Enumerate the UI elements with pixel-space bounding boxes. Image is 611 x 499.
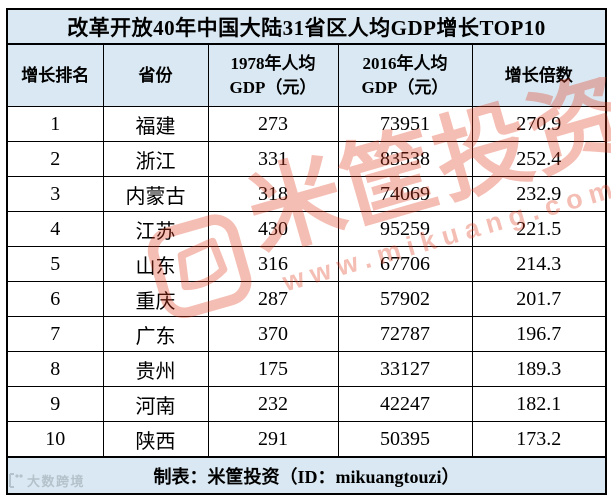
- gdp-2016-cell: 72787: [337, 316, 473, 352]
- gdp-2016-cell: 67706: [337, 246, 473, 282]
- rank-cell: 5: [6, 246, 104, 282]
- gdp-1978-cell: 232: [207, 386, 339, 422]
- rank-cell: 8: [6, 351, 104, 387]
- gdp-1978-cell: 291: [207, 421, 339, 458]
- province-cell: 重庆: [102, 281, 209, 317]
- rank-cell: 4: [6, 211, 104, 247]
- column-header: 增长排名: [6, 43, 104, 107]
- table-row: 9 河南 232 42247 182.1: [6, 386, 607, 422]
- table-row: 10 陕西 291 50395 173.2: [6, 421, 607, 458]
- gdp-1978-cell: 287: [207, 281, 339, 317]
- growth-multiple-cell: 173.2: [471, 421, 607, 458]
- province-cell: 福建: [102, 106, 209, 142]
- gdp-2016-cell: 74069: [337, 176, 473, 212]
- table-row: 3 内蒙古 318 74069 232.9: [6, 176, 607, 212]
- province-cell: 山东: [102, 246, 209, 282]
- province-cell: 江苏: [102, 211, 209, 247]
- province-cell: 陕西: [102, 421, 209, 458]
- gdp-1978-cell: 331: [207, 141, 339, 177]
- rank-cell: 1: [6, 106, 104, 142]
- gdp-growth-table: 改革开放40年中国大陆31省区人均GDP增长TOP10 增长排名 省份 1978年人…: [6, 8, 607, 495]
- gdp-1978-cell: 316: [207, 246, 339, 282]
- gdp-2016-cell: 42247: [337, 386, 473, 422]
- growth-multiple-cell: 214.3: [471, 246, 607, 282]
- growth-multiple-cell: 182.1: [471, 386, 607, 422]
- table-row: 6 重庆 287 57902 201.7: [6, 281, 607, 317]
- rank-cell: 2: [6, 141, 104, 177]
- table-row: 7 广东 370 72787 196.7: [6, 316, 607, 352]
- gdp-1978-cell: 370: [207, 316, 339, 352]
- footer-row: 制表：米筐投资（ID：mikuangtouzi）: [6, 456, 607, 495]
- column-header: 2016年人均 GDP（元）: [337, 43, 473, 107]
- gdp-1978-cell: 430: [207, 211, 339, 247]
- growth-multiple-cell: 270.9: [471, 106, 607, 142]
- column-header: 增长倍数: [471, 43, 607, 107]
- growth-multiple-cell: 221.5: [471, 211, 607, 247]
- table-row: 8 贵州 175 33127 189.3: [6, 351, 607, 387]
- gdp-2016-cell: 83538: [337, 141, 473, 177]
- gdp-1978-cell: 175: [207, 351, 339, 387]
- gdp-2016-cell: 73951: [337, 106, 473, 142]
- table-body: 1 福建 273 73951 270.9 2 浙江 331 83538 252.4 3 内蒙古 318 7…: [6, 106, 607, 458]
- table-row: 1 福建 273 73951 270.9: [6, 106, 607, 142]
- title-row: 改革开放40年中国大陆31省区人均GDP增长TOP10: [6, 8, 607, 45]
- table-title: 改革开放40年中国大陆31省区人均GDP增长TOP10: [6, 8, 607, 45]
- growth-multiple-cell: 252.4: [471, 141, 607, 177]
- rank-cell: 10: [6, 421, 104, 458]
- table-row: 4 江苏 430 95259 221.5: [6, 211, 607, 247]
- province-cell: 广东: [102, 316, 209, 352]
- gdp-2016-cell: 50395: [337, 421, 473, 458]
- growth-multiple-cell: 196.7: [471, 316, 607, 352]
- growth-multiple-cell: 189.3: [471, 351, 607, 387]
- rank-cell: 3: [6, 176, 104, 212]
- province-cell: 浙江: [102, 141, 209, 177]
- province-cell: 贵州: [102, 351, 209, 387]
- growth-multiple-cell: 232.9: [471, 176, 607, 212]
- province-cell: 内蒙古: [102, 176, 209, 212]
- gdp-2016-cell: 57902: [337, 281, 473, 317]
- table-row: 5 山东 316 67706 214.3: [6, 246, 607, 282]
- gdp-1978-cell: 318: [207, 176, 339, 212]
- table-footer: 制表：米筐投资（ID：mikuangtouzi）: [6, 456, 607, 495]
- rank-cell: 6: [6, 281, 104, 317]
- table-row: 2 浙江 331 83538 252.4: [6, 141, 607, 177]
- gdp-2016-cell: 95259: [337, 211, 473, 247]
- gdp-1978-cell: 273: [207, 106, 339, 142]
- rank-cell: 9: [6, 386, 104, 422]
- column-header: 省份: [102, 43, 209, 107]
- header-row: 增长排名 省份 1978年人均 GDP（元） 2016年人均 GDP（元） 增长倍数: [6, 43, 607, 107]
- rank-cell: 7: [6, 316, 104, 352]
- growth-multiple-cell: 201.7: [471, 281, 607, 317]
- column-header: 1978年人均 GDP（元）: [207, 43, 339, 107]
- province-cell: 河南: [102, 386, 209, 422]
- gdp-2016-cell: 33127: [337, 351, 473, 387]
